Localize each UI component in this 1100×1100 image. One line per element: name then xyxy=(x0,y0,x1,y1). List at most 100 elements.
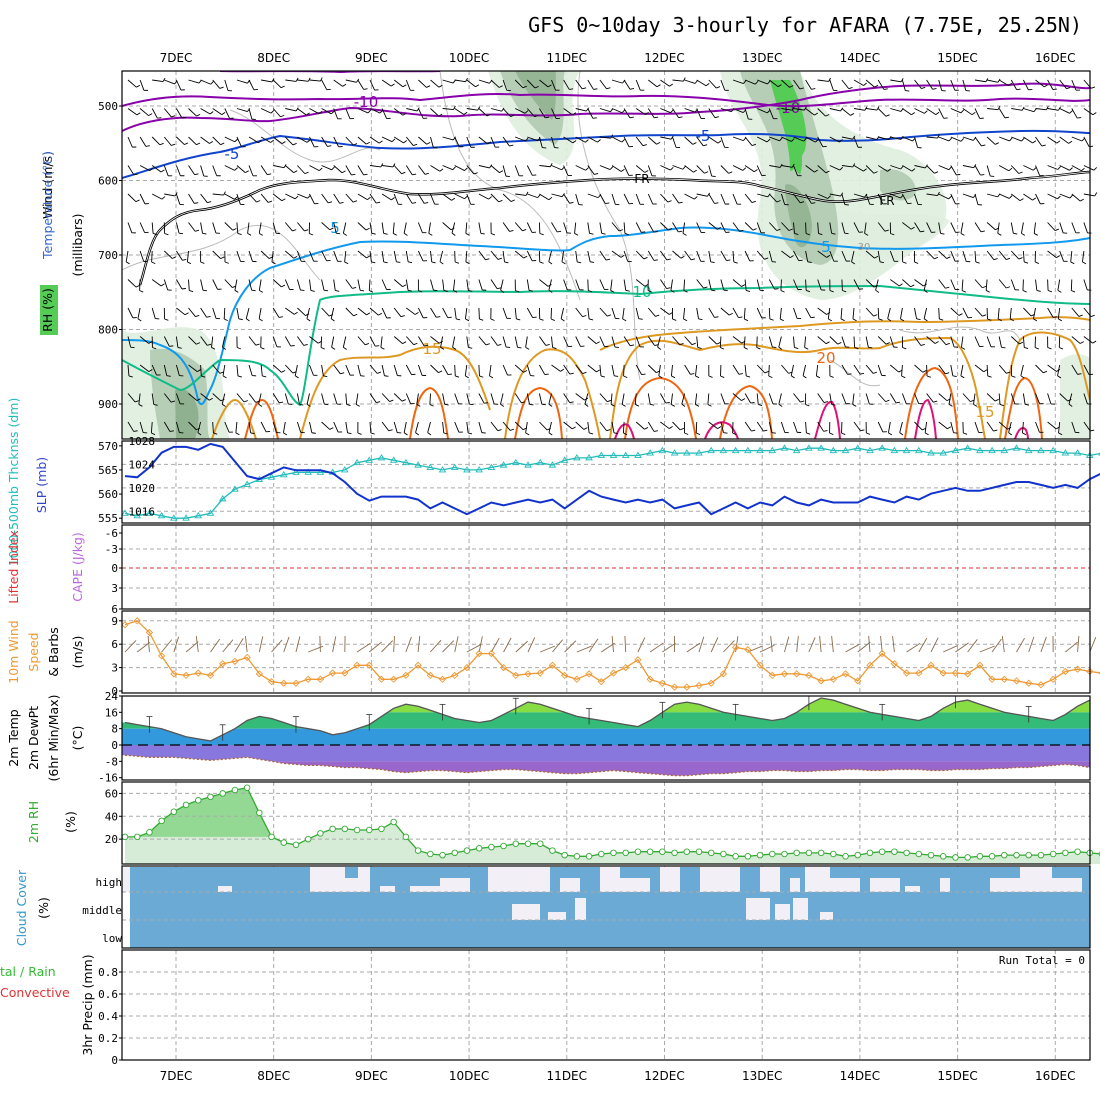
wind-barb-flag xyxy=(371,232,376,235)
wind-barb xyxy=(175,193,181,205)
wind-barb xyxy=(212,136,221,145)
wind-barb xyxy=(575,250,578,262)
wind-barb-flag xyxy=(939,318,944,321)
wind-barb xyxy=(321,79,328,90)
wind-barb xyxy=(865,165,875,174)
thickness-point xyxy=(402,458,410,466)
thickness-point xyxy=(145,509,154,516)
wind-barb xyxy=(1071,165,1082,172)
wind-barb-flag xyxy=(1001,346,1006,349)
wind-barb-flag xyxy=(407,289,413,292)
rh2m-point xyxy=(769,850,776,858)
wind-barb xyxy=(502,222,510,232)
wind-barb xyxy=(1047,421,1057,430)
wind-barb-flag xyxy=(993,429,998,432)
wind-barb-flag xyxy=(763,429,768,432)
wind-barb xyxy=(587,136,598,143)
wind-barb-flag xyxy=(427,432,432,436)
wind-barb xyxy=(490,336,498,346)
tick-label: 565 xyxy=(98,464,118,477)
wind-barb xyxy=(175,393,181,405)
wind-barb-flag xyxy=(800,400,805,403)
thickness-point xyxy=(1012,444,1021,451)
wind-barb xyxy=(127,79,137,88)
wind-barb-flag xyxy=(585,139,589,143)
wind-barb-flag xyxy=(777,84,782,88)
cloud-gap-high xyxy=(410,886,440,892)
rh2m-point xyxy=(341,825,349,833)
upper-panel-frame xyxy=(121,70,1091,440)
wind-barb-flag xyxy=(1077,117,1082,119)
wind-barb-flag xyxy=(552,347,557,349)
wind-barb-flag xyxy=(625,289,630,292)
wind-barb-flag xyxy=(424,172,429,175)
wind-barb-flag xyxy=(698,318,703,321)
wind-barb xyxy=(176,279,183,290)
wind-barb-flag xyxy=(593,88,598,90)
wind10m-barb xyxy=(698,636,705,653)
wind-barb xyxy=(720,165,729,174)
wind-barb-flag xyxy=(829,290,834,293)
wind-barb xyxy=(660,165,671,171)
rh2m-point xyxy=(475,845,483,852)
wind-barb-flag xyxy=(534,114,539,118)
wind-barb-flag xyxy=(670,166,674,171)
wind-barb-flag xyxy=(667,200,672,203)
wind-barb xyxy=(599,421,607,431)
thickness-markers xyxy=(121,444,1100,521)
wind-barb xyxy=(393,279,403,287)
wind-barb xyxy=(829,165,841,171)
wind-barb xyxy=(744,79,756,85)
wind10m-barb xyxy=(381,640,393,653)
wind-barb xyxy=(781,79,790,88)
wind-barb xyxy=(150,421,153,434)
wind-barb-flag xyxy=(746,290,751,292)
wind-barb-flag xyxy=(670,289,675,293)
wind-barb xyxy=(188,222,196,232)
wind-barb-flag xyxy=(614,375,619,377)
wind-barb xyxy=(1059,108,1070,114)
wind10m-barb xyxy=(552,639,563,653)
wind-barb xyxy=(611,108,623,114)
wind-barb xyxy=(841,193,846,205)
rh2m-point xyxy=(939,853,947,860)
wind10m-barb xyxy=(417,636,421,653)
wind-barb xyxy=(526,108,535,117)
wind-barb xyxy=(575,108,587,112)
thickness-point xyxy=(621,451,630,458)
wind-barb-flag xyxy=(847,373,852,375)
tick-label: 600 xyxy=(98,175,118,188)
wind-barb-flag xyxy=(622,318,627,322)
thickness-point xyxy=(279,470,288,478)
wind-barb-flag xyxy=(875,289,880,293)
rh2m-point xyxy=(793,849,800,857)
wind-barb-flag xyxy=(696,432,701,436)
wind-barb xyxy=(660,193,669,203)
wind-barb xyxy=(357,165,364,176)
wind-barb-flag xyxy=(346,404,351,407)
wind-barb xyxy=(563,336,569,347)
wind-barb xyxy=(248,364,253,376)
wind-barb xyxy=(890,79,902,83)
wind-barb-flag xyxy=(353,313,358,317)
wind-barb xyxy=(514,222,523,232)
wind10m-barbs xyxy=(124,635,1097,653)
wind-barb-flag xyxy=(162,77,166,82)
wind-barb xyxy=(393,108,404,116)
wind-barb xyxy=(938,136,950,142)
wind-barb-flag xyxy=(336,232,341,235)
wind-barb xyxy=(647,165,653,177)
thickness-point xyxy=(206,509,215,516)
wind-barb-flag xyxy=(874,255,879,259)
wind-barb-flag xyxy=(714,116,719,119)
wind-barb-flag xyxy=(960,138,965,142)
wind-barb xyxy=(827,307,831,319)
wind-barb-flag xyxy=(453,105,456,110)
rh2m-point xyxy=(585,853,593,860)
wind-barb xyxy=(950,279,956,290)
wind-barb xyxy=(382,165,394,168)
wind-barb xyxy=(684,108,696,113)
minmax-error-bars xyxy=(146,696,1032,741)
wind-barb-flag xyxy=(299,403,304,406)
